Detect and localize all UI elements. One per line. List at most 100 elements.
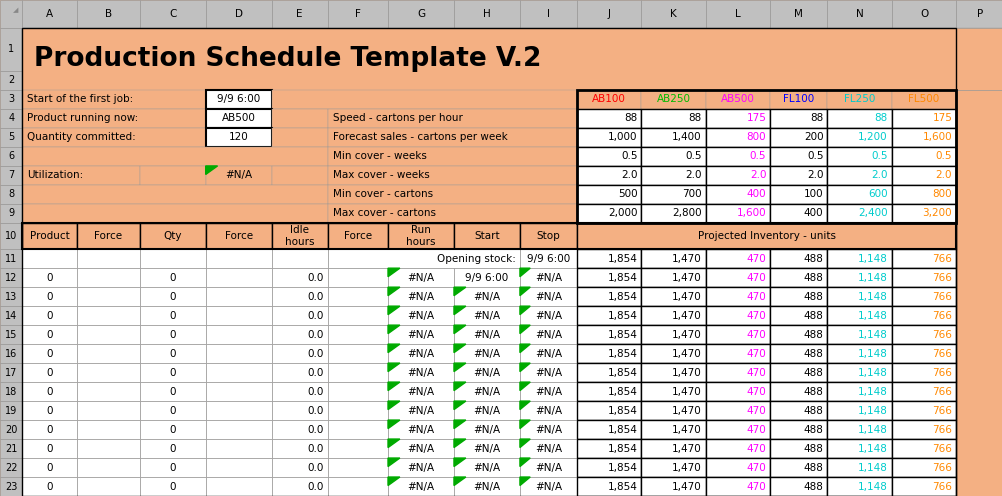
Bar <box>705 306 770 325</box>
Bar <box>328 401 388 420</box>
Bar <box>77 458 139 477</box>
Bar <box>22 268 77 287</box>
Text: 470: 470 <box>745 443 766 453</box>
Text: 766: 766 <box>932 425 951 434</box>
Text: AB100: AB100 <box>592 94 625 105</box>
Bar <box>0 363 22 382</box>
Bar <box>22 166 139 185</box>
Bar <box>272 90 576 109</box>
Bar <box>891 185 955 204</box>
Text: #N/A: #N/A <box>407 386 434 397</box>
Bar <box>388 344 454 363</box>
Bar <box>272 401 328 420</box>
Text: 0: 0 <box>46 273 53 283</box>
Bar <box>770 109 827 128</box>
Text: #N/A: #N/A <box>534 443 561 453</box>
Bar <box>272 287 328 306</box>
Bar <box>576 401 641 420</box>
Text: 1,148: 1,148 <box>857 253 887 264</box>
Bar <box>827 166 891 185</box>
Text: AB500: AB500 <box>720 94 755 105</box>
Bar <box>328 223 388 249</box>
Bar <box>576 28 641 71</box>
Bar <box>388 439 454 458</box>
Text: 1,470: 1,470 <box>671 368 701 377</box>
Text: 1,148: 1,148 <box>857 273 887 283</box>
Text: J: J <box>607 9 610 19</box>
Text: 23: 23 <box>5 482 17 492</box>
Text: #N/A: #N/A <box>407 368 434 377</box>
Bar <box>770 28 827 71</box>
Text: 0.0: 0.0 <box>307 406 324 416</box>
Polygon shape <box>388 477 400 486</box>
Text: #N/A: #N/A <box>473 330 500 340</box>
Bar <box>388 382 454 401</box>
Bar <box>205 249 272 268</box>
Text: 488: 488 <box>803 310 823 320</box>
Text: 1,148: 1,148 <box>857 463 887 473</box>
Text: 0.0: 0.0 <box>307 443 324 453</box>
Bar <box>272 477 328 496</box>
Bar <box>0 166 22 185</box>
Bar <box>205 458 272 477</box>
Text: 100: 100 <box>803 189 823 199</box>
Text: 766: 766 <box>932 273 951 283</box>
Bar <box>205 401 272 420</box>
Polygon shape <box>519 306 530 314</box>
Text: 0: 0 <box>169 386 175 397</box>
Polygon shape <box>388 287 400 296</box>
Text: 175: 175 <box>745 114 766 124</box>
Text: Forecast sales - cartons per week: Forecast sales - cartons per week <box>333 132 507 142</box>
Text: Start: Start <box>474 231 499 241</box>
Text: 1,148: 1,148 <box>857 386 887 397</box>
Polygon shape <box>454 325 465 334</box>
Text: 470: 470 <box>745 349 766 359</box>
Bar <box>519 268 576 287</box>
Bar <box>328 166 576 185</box>
Bar <box>770 401 827 420</box>
Text: 11: 11 <box>5 253 17 264</box>
Polygon shape <box>454 344 465 353</box>
Text: 1,854: 1,854 <box>607 463 637 473</box>
Bar <box>454 382 519 401</box>
Bar <box>827 185 891 204</box>
Text: 0: 0 <box>169 273 175 283</box>
Bar <box>22 128 205 147</box>
Polygon shape <box>519 344 530 353</box>
Bar <box>0 477 22 496</box>
Text: #N/A: #N/A <box>534 482 561 492</box>
Bar <box>641 90 705 109</box>
Text: 0: 0 <box>46 349 53 359</box>
Text: 5: 5 <box>8 132 14 142</box>
Text: 17: 17 <box>5 368 17 377</box>
Bar <box>0 185 22 204</box>
Text: E: E <box>297 9 303 19</box>
Text: 488: 488 <box>803 425 823 434</box>
Bar <box>0 109 22 128</box>
Bar <box>641 439 705 458</box>
Text: #N/A: #N/A <box>473 463 500 473</box>
Bar <box>519 420 576 439</box>
Text: Run
hours: Run hours <box>406 225 435 247</box>
Bar <box>891 363 955 382</box>
Bar <box>827 420 891 439</box>
Polygon shape <box>454 439 465 447</box>
Text: 1,470: 1,470 <box>671 253 701 264</box>
Polygon shape <box>454 401 465 410</box>
Text: H: H <box>483 9 490 19</box>
Text: 766: 766 <box>932 330 951 340</box>
Text: 1,854: 1,854 <box>607 482 637 492</box>
Text: #N/A: #N/A <box>407 406 434 416</box>
Text: 0.0: 0.0 <box>307 292 324 302</box>
Bar <box>770 185 827 204</box>
Bar <box>770 363 827 382</box>
Bar <box>0 439 22 458</box>
Bar <box>139 306 205 325</box>
Text: 120: 120 <box>228 132 248 142</box>
Bar <box>454 0 519 28</box>
Bar <box>0 147 22 166</box>
Bar <box>641 458 705 477</box>
Text: 2,000: 2,000 <box>607 208 637 218</box>
Bar <box>519 458 576 477</box>
Polygon shape <box>388 458 400 467</box>
